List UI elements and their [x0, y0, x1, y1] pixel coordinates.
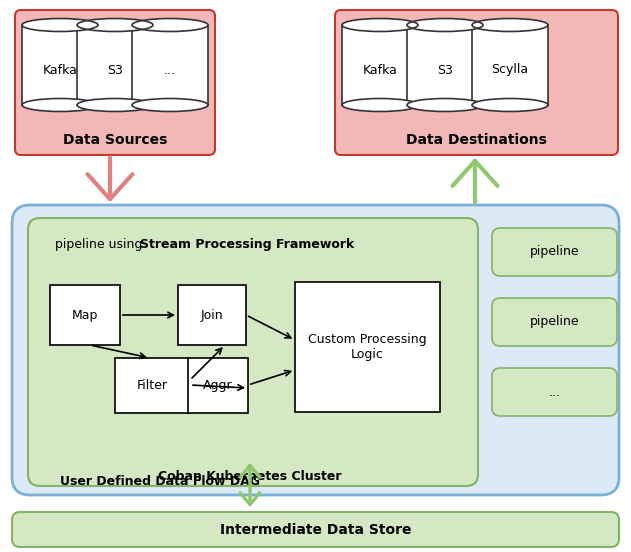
Text: Kafka: Kafka: [363, 63, 398, 77]
Ellipse shape: [342, 98, 418, 112]
Text: Aggr: Aggr: [203, 379, 233, 392]
Text: pipeline: pipeline: [529, 316, 579, 328]
FancyBboxPatch shape: [12, 512, 619, 547]
Ellipse shape: [77, 19, 153, 31]
Bar: [472, 25, 548, 105]
Ellipse shape: [342, 19, 418, 31]
Text: Kafka: Kafka: [42, 63, 78, 77]
Bar: [342, 25, 418, 105]
Text: Data Destinations: Data Destinations: [406, 133, 547, 147]
Bar: [295, 282, 440, 412]
Text: Coban Kubernetes Cluster: Coban Kubernetes Cluster: [158, 470, 342, 483]
Ellipse shape: [22, 19, 98, 31]
Text: Stream Processing Framework: Stream Processing Framework: [140, 238, 354, 251]
Text: S3: S3: [437, 63, 453, 77]
Bar: [22, 25, 98, 105]
Text: Map: Map: [72, 309, 98, 321]
Ellipse shape: [472, 19, 548, 31]
Bar: [50, 285, 120, 345]
Bar: [115, 358, 190, 413]
Text: Join: Join: [201, 309, 223, 321]
Ellipse shape: [407, 98, 483, 112]
Text: Scylla: Scylla: [492, 63, 529, 77]
Text: Filter: Filter: [137, 379, 168, 392]
FancyBboxPatch shape: [492, 368, 617, 416]
FancyBboxPatch shape: [28, 218, 478, 486]
Bar: [132, 25, 208, 105]
Bar: [188, 358, 248, 413]
Ellipse shape: [132, 19, 208, 31]
Bar: [77, 25, 153, 105]
Ellipse shape: [77, 98, 153, 112]
Ellipse shape: [472, 98, 548, 112]
FancyBboxPatch shape: [12, 205, 619, 495]
Text: S3: S3: [107, 63, 123, 77]
FancyBboxPatch shape: [492, 228, 617, 276]
Bar: [407, 25, 483, 105]
Text: ...: ...: [548, 385, 560, 399]
Ellipse shape: [22, 98, 98, 112]
Text: Data Sources: Data Sources: [63, 133, 167, 147]
Bar: [178, 285, 246, 345]
Text: pipeline using: pipeline using: [55, 238, 150, 251]
FancyBboxPatch shape: [15, 10, 215, 155]
Ellipse shape: [407, 19, 483, 31]
Text: User Defined Data Flow DAG: User Defined Data Flow DAG: [60, 475, 260, 488]
FancyBboxPatch shape: [335, 10, 618, 155]
FancyBboxPatch shape: [492, 298, 617, 346]
Text: pipeline: pipeline: [529, 246, 579, 258]
Ellipse shape: [132, 98, 208, 112]
Text: Intermediate Data Store: Intermediate Data Store: [220, 523, 411, 537]
Text: ...: ...: [164, 63, 176, 77]
Text: Custom Processing
Logic: Custom Processing Logic: [308, 333, 427, 361]
